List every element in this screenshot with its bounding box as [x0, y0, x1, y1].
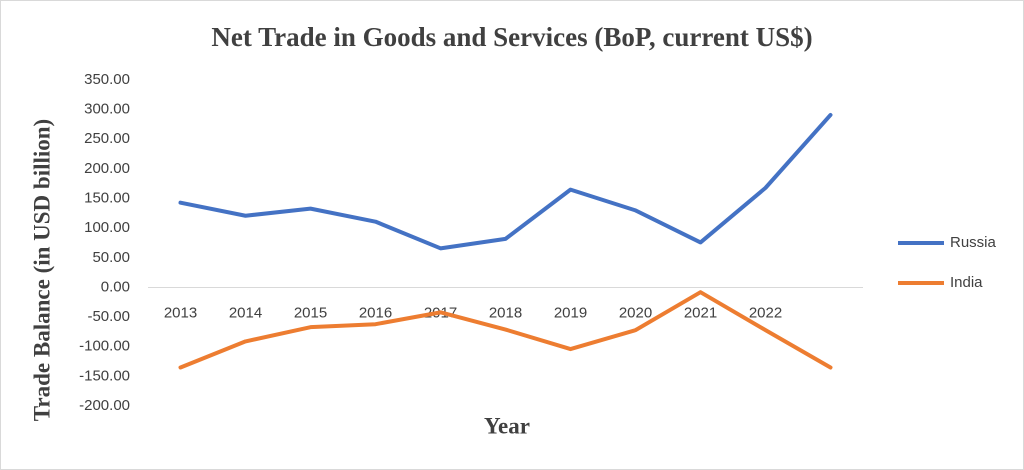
x-tick-label: 2016 [359, 304, 392, 321]
y-tick-label: 150.00 [84, 190, 130, 207]
y-axis-title: Trade Balance (in USD billion) [29, 119, 54, 421]
x-tick-label: 2021 [684, 304, 717, 321]
x-axis-title: Year [484, 413, 530, 438]
series-line [178, 112, 833, 251]
y-tick-label: -100.00 [79, 338, 130, 355]
y-tick-label: 300.00 [84, 101, 130, 118]
x-tick-label: 2022 [749, 304, 782, 321]
x-tick-label: 2018 [489, 304, 522, 321]
x-tick-label: 2019 [554, 304, 587, 321]
x-tick-label: 2020 [619, 304, 652, 321]
y-tick-label: -150.00 [79, 367, 130, 384]
y-tick-label: -50.00 [87, 308, 130, 325]
y-tick-label: 250.00 [84, 130, 130, 147]
x-tick-label: 2015 [294, 304, 327, 321]
x-tick-label: 2014 [229, 304, 262, 321]
y-tick-label: -200.00 [79, 397, 130, 414]
y-tick-label: 100.00 [84, 219, 130, 236]
chart-title: Net Trade in Goods and Services (BoP, cu… [211, 22, 812, 52]
series-line [178, 290, 833, 370]
y-tick-label: 200.00 [84, 160, 130, 177]
y-tick-label: 0.00 [101, 278, 130, 295]
legend-label: Russia [950, 234, 997, 251]
legend-label: India [950, 274, 983, 291]
y-tick-label: 50.00 [92, 249, 130, 266]
y-tick-label: 350.00 [84, 71, 130, 88]
x-tick-label: 2013 [164, 304, 197, 321]
